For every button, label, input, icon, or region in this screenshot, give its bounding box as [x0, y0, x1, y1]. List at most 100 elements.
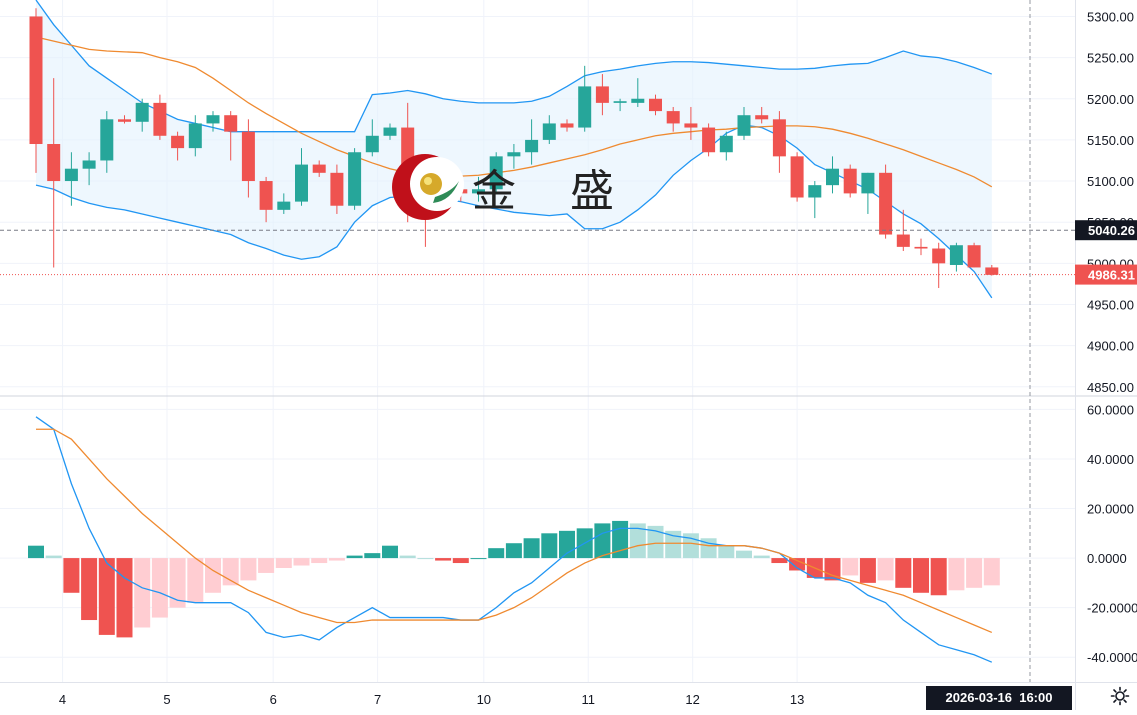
candle-body — [472, 189, 485, 194]
histogram-bar — [169, 558, 186, 608]
candlesticks — [29, 8, 999, 289]
histogram-bar — [417, 558, 434, 560]
macd-lines — [35, 416, 993, 663]
price-tick-label: 5150.00 — [1087, 133, 1134, 148]
macd-histogram — [28, 520, 1000, 638]
price-badge-label: 5040.26 — [1088, 223, 1135, 238]
watermark-text: 金 盛 — [472, 166, 634, 217]
time-tick-label: 7 — [374, 692, 381, 707]
histogram-bar — [753, 555, 770, 559]
candle-body — [666, 111, 680, 124]
time-tick-label: 13 — [790, 692, 804, 707]
histogram-bar — [63, 558, 80, 593]
macd-tick-label: 20.0000 — [1087, 502, 1134, 517]
histogram-bar — [81, 558, 98, 621]
candle-body — [259, 181, 273, 210]
candle-body — [702, 127, 716, 153]
candle-body — [826, 168, 839, 186]
histogram-bar — [98, 558, 115, 635]
candle-body — [985, 267, 999, 275]
price-tick-label: 4850.00 — [1087, 380, 1134, 395]
candle-body — [277, 201, 291, 210]
price-tick-label: 5200.00 — [1087, 92, 1134, 107]
candle-body — [879, 172, 893, 235]
candle-body — [525, 139, 539, 153]
candle-body — [348, 152, 362, 206]
time-axis[interactable]: 4 5 6 7 10 11 12 13 — [59, 692, 804, 707]
histogram-bar — [913, 558, 929, 593]
histogram-bar — [505, 543, 522, 559]
macd-tick-label: -20.0000 — [1087, 601, 1137, 616]
histogram-bar — [665, 530, 682, 559]
histogram-bar — [859, 558, 876, 583]
histogram-bar — [364, 553, 381, 559]
price-tick-label: 5300.00 — [1087, 9, 1134, 24]
histogram-bar — [45, 555, 62, 559]
candle-body — [206, 115, 220, 124]
candle-body — [188, 123, 202, 149]
signal-line — [36, 428, 993, 634]
price-tick-label: 4950.00 — [1087, 297, 1134, 312]
candle-body — [224, 115, 238, 132]
histogram-bar — [382, 545, 398, 559]
histogram-bar — [258, 558, 275, 573]
crosshair — [0, 0, 1075, 682]
current-time-badge: 2026-03-16 16:00 — [926, 686, 1072, 710]
candle-body — [29, 16, 43, 145]
histogram-bar — [736, 550, 752, 559]
histogram-bar — [346, 555, 363, 559]
candle-body — [560, 123, 574, 128]
histogram-bar — [116, 558, 133, 638]
histogram-bar — [488, 548, 505, 559]
histogram-bar — [435, 558, 452, 561]
price-axis[interactable]: 5300.005250.005200.005150.005100.005050.… — [1075, 9, 1137, 665]
candle-body — [808, 185, 822, 198]
candle-body — [542, 123, 556, 140]
histogram-bar — [205, 558, 221, 593]
price-badge-label: 4986.31 — [1088, 268, 1135, 283]
price-badge — [1075, 264, 1137, 285]
histogram-bar — [523, 538, 540, 559]
candle-body — [312, 164, 326, 173]
time-tick-label: 6 — [270, 692, 277, 707]
candle-body — [861, 172, 875, 194]
candle-body — [790, 156, 804, 198]
candle-body — [578, 86, 592, 128]
candle-body — [772, 119, 786, 157]
time-tick-label: 11 — [581, 692, 595, 707]
histogram-bar — [824, 558, 841, 581]
histogram-bar — [629, 523, 646, 559]
histogram-bar — [930, 558, 947, 596]
settings-gear-icon[interactable] — [1110, 686, 1130, 706]
candle-body — [118, 119, 131, 122]
candle-body — [843, 168, 857, 194]
histogram-bar — [948, 558, 965, 591]
histogram-bar — [28, 545, 44, 559]
macd-tick-label: 60.0000 — [1087, 402, 1134, 417]
histogram-bar — [399, 555, 416, 559]
candle-body — [241, 131, 255, 182]
candle-body — [914, 246, 928, 249]
histogram-bar — [789, 558, 806, 571]
macd-line — [35, 416, 993, 663]
histogram-bar — [275, 558, 292, 568]
candle-body — [631, 98, 645, 103]
candle-body — [82, 160, 96, 169]
watermark-logo — [392, 154, 464, 220]
candle-body — [171, 135, 185, 149]
watermark: 金 盛 — [392, 154, 634, 220]
candle-body — [896, 234, 910, 247]
histogram-bar — [151, 558, 168, 618]
candle-body — [932, 248, 946, 264]
price-tick-label: 5100.00 — [1087, 174, 1134, 189]
histogram-bar — [895, 558, 912, 588]
histogram-bar — [647, 525, 664, 559]
macd-tick-label: 40.0000 — [1087, 452, 1134, 467]
candle-body — [595, 86, 609, 103]
histogram-bar — [311, 558, 328, 564]
histogram-bar — [541, 533, 558, 559]
candle-body — [507, 152, 521, 157]
histogram-bar — [842, 558, 859, 576]
